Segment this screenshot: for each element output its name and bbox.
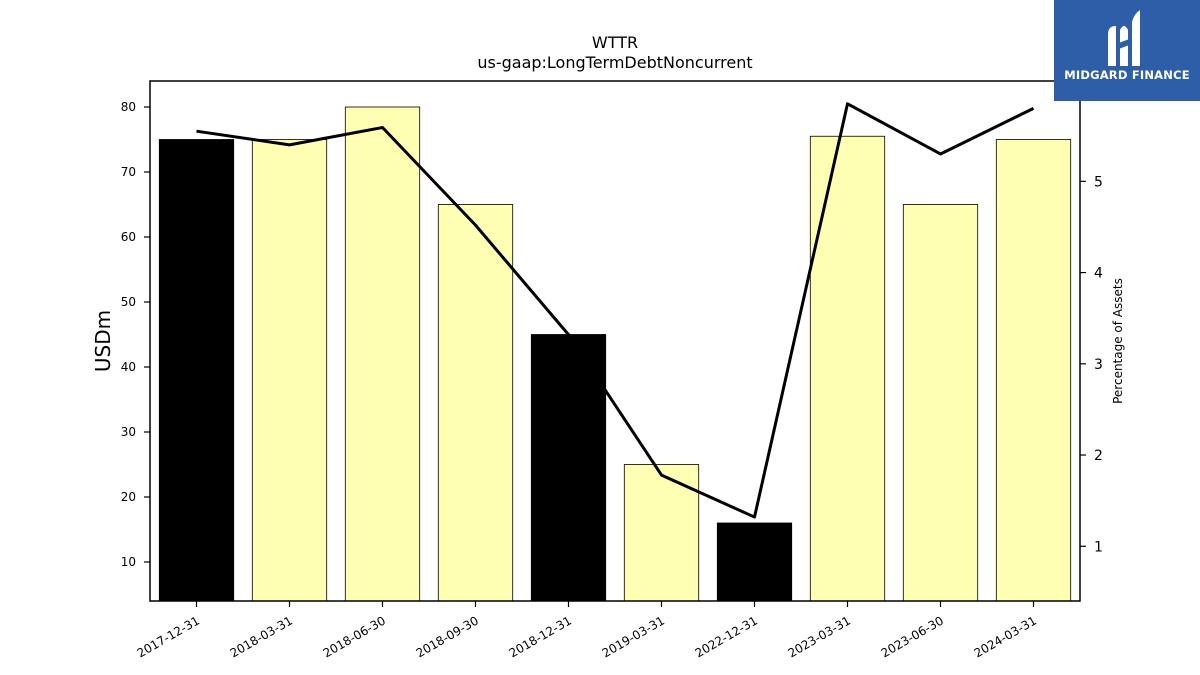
y-tick-label: 80: [121, 100, 136, 114]
chart-title: WTTR: [592, 33, 638, 52]
y2-tick-label: 5: [1094, 174, 1103, 190]
bar-2018-06-30: [344, 106, 421, 602]
bar-2019-03-31: [623, 464, 700, 602]
x-tick-label: 2018-12-31: [507, 613, 574, 660]
percentage-line: [196, 102, 1035, 519]
x-tick-label: 2018-06-30: [321, 613, 388, 660]
y2-axis-label: Percentage of Assets: [1111, 278, 1125, 404]
plot-frame: [149, 80, 1081, 602]
bar-2023-06-30: [902, 204, 979, 602]
left-axis-ticks: 10 20 30 40 50 60 70 80: [121, 100, 150, 569]
brand-name: MIDGARD FINANCE: [1064, 68, 1190, 82]
bar-2018-12-31: [530, 334, 607, 602]
x-tick-label: 2024-03-31: [972, 613, 1039, 660]
x-tick-label: 2018-09-30: [414, 613, 481, 660]
y-tick-label: 30: [121, 425, 136, 439]
x-tick-label: 2019-03-31: [600, 613, 667, 660]
right-axis-ticks: 1 2 3 4 5: [1080, 174, 1103, 555]
bar-2018-09-30: [437, 204, 514, 602]
y2-tick-label: 2: [1094, 448, 1103, 464]
bar-2022-12-31: [716, 522, 793, 602]
x-tick-label: 2023-03-31: [786, 613, 853, 660]
y-tick-label: 20: [121, 490, 136, 504]
brand-logo: MIDGARD FINANCE: [1054, 0, 1200, 101]
y-tick-label: 60: [121, 230, 136, 244]
y-tick-label: 50: [121, 295, 136, 309]
x-tick-label: 2023-06-30: [879, 613, 946, 660]
bar-2018-03-31: [251, 139, 328, 602]
y2-tick-label: 1: [1094, 539, 1103, 555]
x-tick-label: 2022-12-31: [693, 613, 760, 660]
bar-2023-03-31: [809, 135, 886, 602]
x-axis-ticks: 2017-12-31 2018-03-31 2018-06-30 2018-09-30…: [135, 601, 1039, 660]
y2-tick-label: 4: [1094, 266, 1103, 282]
midgard-logo-icon: [1108, 10, 1140, 66]
chart-subtitle: us-gaap:LongTermDebtNoncurrent: [477, 53, 752, 72]
y-tick-label: 70: [121, 165, 136, 179]
y2-tick-label: 3: [1094, 357, 1103, 373]
y-tick-label: 40: [121, 360, 136, 374]
y-axis-label: USDm: [91, 310, 115, 372]
line-series-group: [196, 102, 1035, 519]
bar-2024-03-31: [995, 139, 1072, 602]
x-tick-label: 2017-12-31: [135, 613, 202, 660]
y-tick-label: 10: [121, 555, 136, 569]
bar-2017-12-31: [158, 139, 235, 602]
bar-group: [158, 106, 1072, 602]
x-tick-label: 2018-03-31: [228, 613, 295, 660]
